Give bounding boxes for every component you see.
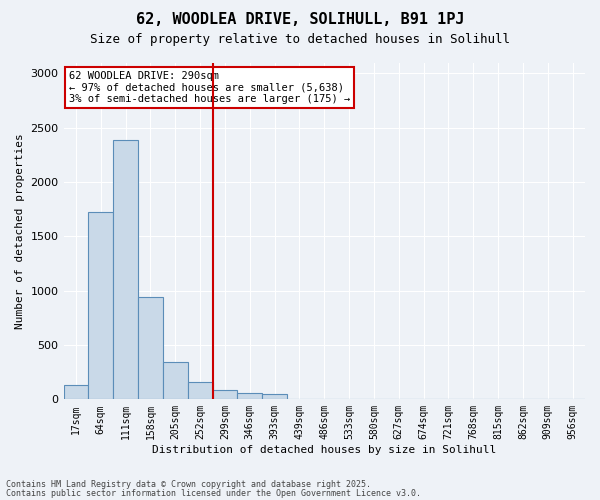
Bar <box>212 390 238 400</box>
Text: Contains HM Land Registry data © Crown copyright and database right 2025.: Contains HM Land Registry data © Crown c… <box>6 480 371 489</box>
Bar <box>312 399 337 400</box>
Text: Contains public sector information licensed under the Open Government Licence v3: Contains public sector information licen… <box>6 488 421 498</box>
Bar <box>262 394 287 400</box>
Y-axis label: Number of detached properties: Number of detached properties <box>15 133 25 329</box>
Bar <box>88 212 113 400</box>
Text: 62, WOODLEA DRIVE, SOLIHULL, B91 1PJ: 62, WOODLEA DRIVE, SOLIHULL, B91 1PJ <box>136 12 464 28</box>
Bar <box>238 393 262 400</box>
Bar <box>163 362 188 400</box>
Text: Size of property relative to detached houses in Solihull: Size of property relative to detached ho… <box>90 32 510 46</box>
Text: 62 WOODLEA DRIVE: 290sqm
← 97% of detached houses are smaller (5,638)
3% of semi: 62 WOODLEA DRIVE: 290sqm ← 97% of detach… <box>69 71 350 104</box>
Bar <box>188 382 212 400</box>
Bar <box>113 140 138 400</box>
Bar <box>287 399 312 400</box>
X-axis label: Distribution of detached houses by size in Solihull: Distribution of detached houses by size … <box>152 445 496 455</box>
Bar <box>64 385 88 400</box>
Bar <box>138 297 163 400</box>
